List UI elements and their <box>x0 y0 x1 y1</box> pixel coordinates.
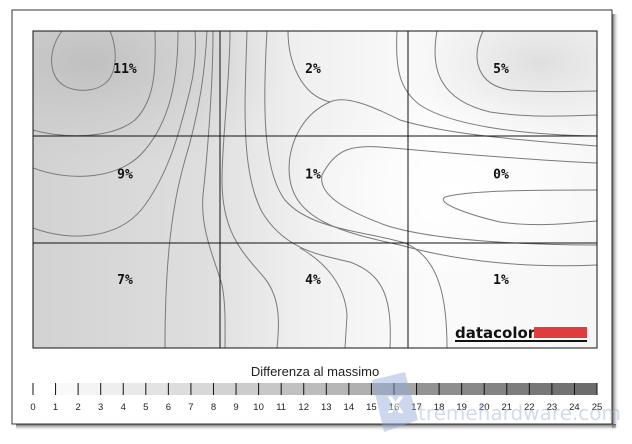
contour-line <box>244 31 391 348</box>
contour-line <box>476 31 597 93</box>
heatmap-shading-light <box>33 31 597 348</box>
cell-value-label: 9% <box>117 168 133 183</box>
legend-swatch <box>529 383 553 395</box>
cell-value-label: 7% <box>117 273 133 288</box>
contour-line <box>202 31 226 348</box>
legend-swatch <box>258 383 282 395</box>
cell-value-label: 1% <box>493 273 509 288</box>
legend-tick-label: 8 <box>211 402 216 413</box>
cell-value-label: 5% <box>493 62 509 77</box>
grid <box>32 30 598 349</box>
contour-line <box>164 31 208 348</box>
contour-lines <box>33 31 597 348</box>
legend-swatch <box>393 383 418 395</box>
legend-swatch <box>100 383 124 395</box>
legend-swatch <box>326 383 350 395</box>
legend-swatch <box>416 383 440 395</box>
legend-swatch <box>236 383 260 395</box>
contour-line <box>51 31 116 91</box>
watermark-logo-x: X <box>387 394 404 419</box>
legend-tick-label: 7 <box>188 402 193 413</box>
legend-tick-label: 22 <box>524 402 535 413</box>
cell-value-label: 11% <box>113 62 137 77</box>
contour-line <box>288 99 597 267</box>
datacolor-logo: datacolor <box>455 324 587 342</box>
legend-tick-label: 20 <box>479 402 490 413</box>
legend-swatch <box>506 383 530 395</box>
legend-tick-label: 19 <box>456 402 467 413</box>
legend-swatch <box>484 383 508 395</box>
contour-line <box>264 31 448 348</box>
legend-tick-label: 13 <box>321 402 332 413</box>
contour-line <box>221 31 279 348</box>
legend-tick-label: 14 <box>344 402 355 413</box>
plot-border <box>32 30 598 349</box>
contour-line <box>33 31 196 237</box>
legend-swatch <box>439 383 463 395</box>
contour-line <box>33 31 179 177</box>
legend-swatch <box>303 383 327 395</box>
legend-swatch <box>213 383 237 395</box>
legend-swatch <box>371 383 395 395</box>
legend-tick-label: 18 <box>434 402 445 413</box>
xtremehardware-watermark: X treme​hardware.com <box>372 372 621 432</box>
legend-swatch <box>123 383 147 395</box>
legend-swatch <box>168 383 192 395</box>
contour-line <box>321 146 597 246</box>
cell-value-label: 4% <box>305 273 321 288</box>
cell-value-label: 1% <box>305 168 321 183</box>
legend-tick-label: 16 <box>389 402 400 413</box>
legend-swatch <box>145 383 169 395</box>
color-scale-legend: 0123456789101112131415161718192021222324… <box>30 383 602 413</box>
legend-tick-label: 10 <box>253 402 264 413</box>
legend-tick-label: 6 <box>166 402 171 413</box>
legend-swatch <box>78 383 102 395</box>
legend-tick-label: 0 <box>30 402 35 413</box>
legend-tick-label: 9 <box>233 402 238 413</box>
legend-swatch <box>33 383 57 395</box>
contour-line <box>396 31 597 137</box>
legend-swatch <box>190 383 214 395</box>
datacolor-logo-underline <box>455 340 587 342</box>
legend-tick-label: 1 <box>53 402 58 413</box>
contour-line <box>299 247 348 348</box>
heatmap-area <box>33 31 597 348</box>
contour-line <box>33 31 156 137</box>
contour-line <box>442 189 597 226</box>
cell-value-label: 0% <box>493 168 509 183</box>
legend-tick-label: 17 <box>411 402 422 413</box>
legend-tick-label: 2 <box>75 402 80 413</box>
legend-tick-label: 12 <box>298 402 309 413</box>
datacolor-logo-text: datacolor <box>455 324 536 342</box>
legend-title: Differenza al massimo <box>251 364 379 379</box>
legend-tick-label: 23 <box>547 402 558 413</box>
watermark-logo-shape <box>372 372 418 432</box>
contour-line <box>287 31 331 103</box>
frame-shadow-bottom <box>16 424 616 431</box>
legend-tick-label: 15 <box>366 402 377 413</box>
watermark-text: treme​hardware.com <box>418 401 621 425</box>
contour-line <box>434 31 597 117</box>
legend-tick-label: 11 <box>276 402 286 413</box>
legend-tick-label: 4 <box>121 402 126 413</box>
legend-tick-label: 24 <box>569 402 580 413</box>
legend-swatch <box>55 383 79 395</box>
legend-swatch <box>461 383 485 395</box>
datacolor-logo-bar <box>534 327 587 338</box>
legend-swatch <box>281 383 305 395</box>
cell-value-label: 2% <box>305 62 321 77</box>
frame-shadow-right <box>612 14 619 428</box>
legend-tick-label: 5 <box>143 402 148 413</box>
legend-swatch <box>348 383 372 395</box>
legend-swatch <box>551 383 575 395</box>
legend-tick-label: 25 <box>592 402 603 413</box>
legend-tick-label: 3 <box>98 402 103 413</box>
legend-tick-label: 21 <box>501 402 512 413</box>
cell-labels: 11% 2% 5% 9% 1% 0% 7% 4% 1% <box>113 62 509 288</box>
legend-swatch <box>574 383 598 395</box>
